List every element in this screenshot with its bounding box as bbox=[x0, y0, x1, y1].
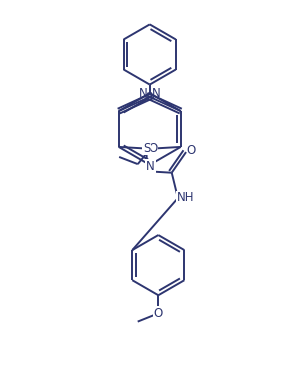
Text: N: N bbox=[139, 86, 147, 100]
Text: N: N bbox=[152, 86, 161, 100]
Text: O: O bbox=[148, 142, 158, 155]
Text: O: O bbox=[187, 144, 196, 157]
Text: S: S bbox=[143, 142, 150, 155]
Text: N: N bbox=[146, 160, 155, 173]
Text: NH: NH bbox=[177, 191, 194, 204]
Text: O: O bbox=[154, 307, 163, 319]
